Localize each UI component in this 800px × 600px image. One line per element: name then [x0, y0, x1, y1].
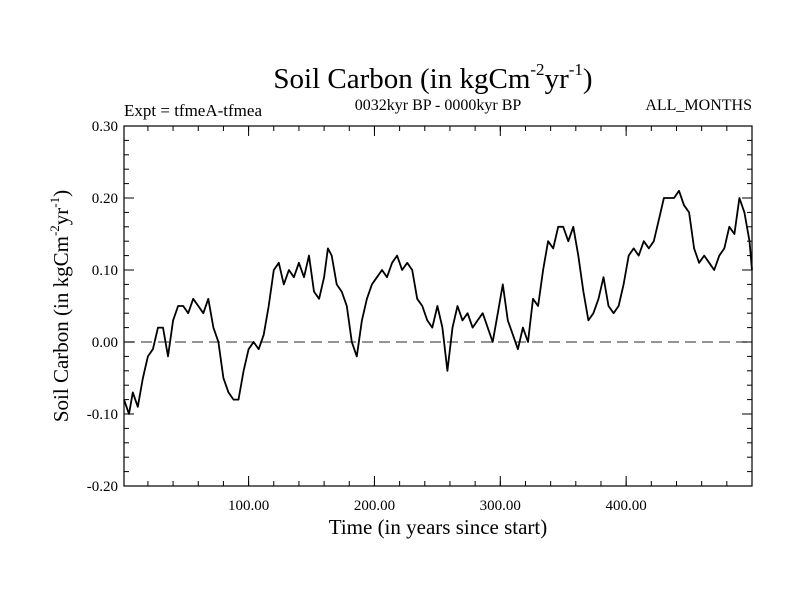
y-tick-label: -0.10 — [87, 407, 118, 423]
axis-ticks — [124, 125, 753, 487]
y-axis-label: Soil Carbon (in kgCm-2yr-1) — [47, 190, 73, 422]
x-tick-label: 100.00 — [228, 498, 269, 514]
y-tick-label: 0.10 — [92, 263, 118, 279]
y-tick-label: 0.00 — [92, 335, 118, 351]
y-tick-label: 0.20 — [92, 191, 118, 207]
x-tick-label: 300.00 — [480, 498, 521, 514]
plot-frame — [123, 125, 753, 487]
chart-title: Soil Carbon (in kgCm-2yr-1) — [273, 60, 592, 95]
axis-tick-labels: -0.20 -0.10 0.00 0.10 0.20 0.30 100.00 200.00 30… — [87, 119, 647, 514]
x-tick-label: 400.00 — [606, 498, 647, 514]
y-tick-label: -0.20 — [87, 479, 118, 495]
series-line-soil-carbon — [123, 189, 753, 415]
subtitle-period: 0032kyr BP - 0000kyr BP — [355, 97, 522, 114]
subtitle-months: ALL_MONTHS — [645, 97, 752, 114]
x-tick-label: 200.00 — [354, 498, 395, 514]
y-tick-label: 0.30 — [92, 119, 118, 135]
subtitle-experiment: Expt = tfmeA-tfmea — [124, 101, 262, 120]
x-axis-label: Time (in years since start) — [329, 515, 548, 539]
